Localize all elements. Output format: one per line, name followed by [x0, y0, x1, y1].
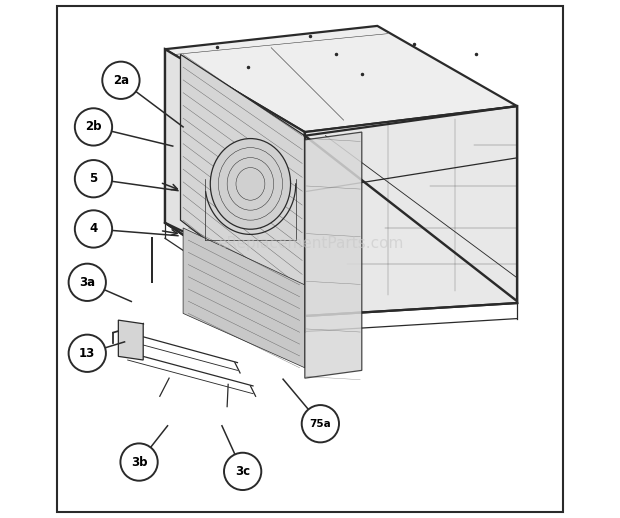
Polygon shape — [183, 228, 305, 368]
Circle shape — [120, 443, 157, 481]
Text: 3b: 3b — [131, 455, 148, 469]
Circle shape — [224, 453, 261, 490]
FancyBboxPatch shape — [57, 6, 563, 512]
Polygon shape — [118, 320, 143, 360]
Text: 4: 4 — [89, 222, 97, 236]
Circle shape — [69, 264, 106, 301]
Text: eReplacementParts.com: eReplacementParts.com — [217, 236, 403, 251]
Text: 5: 5 — [89, 172, 97, 185]
Text: 13: 13 — [79, 347, 95, 360]
Polygon shape — [165, 26, 517, 132]
Circle shape — [69, 335, 106, 372]
Polygon shape — [165, 223, 305, 316]
Circle shape — [75, 108, 112, 146]
Text: 3a: 3a — [79, 276, 95, 289]
Text: 2a: 2a — [113, 74, 129, 87]
Circle shape — [75, 210, 112, 248]
Polygon shape — [305, 132, 362, 378]
Polygon shape — [180, 54, 305, 316]
Circle shape — [302, 405, 339, 442]
Circle shape — [102, 62, 140, 99]
Text: 75a: 75a — [309, 419, 331, 429]
Text: 3c: 3c — [235, 465, 250, 478]
Polygon shape — [305, 106, 517, 316]
Text: 2b: 2b — [85, 120, 102, 134]
Ellipse shape — [210, 139, 291, 229]
Circle shape — [75, 160, 112, 197]
Polygon shape — [165, 49, 305, 290]
